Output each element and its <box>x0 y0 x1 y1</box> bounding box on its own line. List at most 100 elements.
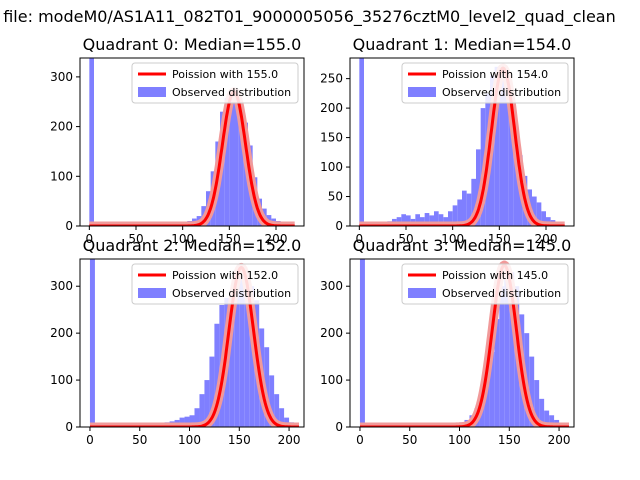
histogram-bar <box>359 259 365 427</box>
legend-box <box>131 263 299 305</box>
histogram-bar <box>484 375 490 427</box>
subplot-2: Quadrant 2: Median=152.0 0 50 100 150 200 0 10… <box>50 236 305 447</box>
y-tick-label: 100 <box>50 373 73 387</box>
histogram-bar <box>462 190 467 226</box>
x-tick-label: 100 <box>171 232 194 246</box>
subplot-0-title: Quadrant 0: Median=155.0 <box>83 35 302 54</box>
histogram-bar <box>209 356 215 427</box>
x-tick-label: 150 <box>228 433 251 447</box>
histogram-bar <box>199 394 205 427</box>
subplot-2-title: Quadrant 2: Median=152.0 <box>83 236 302 255</box>
y-tick-label: 0 <box>65 219 73 233</box>
histogram-bar <box>264 347 270 427</box>
x-tick-label: 200 <box>535 232 558 246</box>
legend-hist-label: Observed distribution <box>172 287 291 300</box>
legend-hist-label: Observed distribution <box>442 287 561 300</box>
histogram-bar <box>234 97 239 227</box>
y-tick-label: 150 <box>320 131 343 145</box>
histogram-bar <box>466 193 472 226</box>
y-tick-label: 300 <box>320 279 343 293</box>
legend-curve-label: Poission with 145.0 <box>442 269 548 282</box>
subplot-3-title: Quadrant 3: Median=145.0 <box>353 236 572 255</box>
histogram-bar <box>504 276 510 427</box>
histogram-bar <box>244 272 250 427</box>
x-tick-label: 100 <box>178 433 201 447</box>
y-tick-label: 300 <box>50 70 73 84</box>
histogram-bar <box>214 323 220 427</box>
histogram-bar <box>513 131 518 226</box>
histogram-bar <box>434 211 439 226</box>
histogram-bar <box>532 196 537 226</box>
x-tick-label: 200 <box>548 433 571 447</box>
histogram-bar <box>499 69 504 226</box>
y-tick-label: 200 <box>50 120 73 134</box>
histogram-bar <box>536 202 542 226</box>
histogram-bar <box>494 319 500 427</box>
axes-frame <box>349 57 575 227</box>
histogram-bar <box>401 214 406 226</box>
histogram-bar <box>471 178 476 226</box>
histogram-bar <box>544 410 550 427</box>
y-tick-label: 100 <box>50 169 73 183</box>
axes-frame <box>349 258 575 428</box>
x-tick-label: 50 <box>398 232 413 246</box>
x-tick-label: 150 <box>488 232 511 246</box>
histogram-bar <box>234 286 240 427</box>
legend-box <box>401 263 569 305</box>
x-tick-label: 0 <box>356 232 364 246</box>
y-tick-label: 200 <box>320 326 343 340</box>
histogram-bar <box>194 408 200 427</box>
y-tick-label: 200 <box>50 326 73 340</box>
x-tick-label: 50 <box>132 433 147 447</box>
histogram-bar <box>508 99 514 226</box>
histogram-bar <box>359 58 364 226</box>
x-tick-label: 50 <box>128 232 143 246</box>
x-tick-label: 200 <box>278 433 301 447</box>
legend-box <box>131 62 299 104</box>
x-tick-label: 200 <box>265 232 288 246</box>
histogram-bar <box>239 276 245 427</box>
x-tick-label: 150 <box>498 433 521 447</box>
subplot-0: Quadrant 0: Median=155.0 0 50 100 150 200 0 10… <box>50 35 305 246</box>
x-tick-label: 0 <box>86 433 94 447</box>
histogram-bar <box>269 375 275 427</box>
histogram-bar <box>448 211 453 226</box>
histogram-bar <box>204 380 210 427</box>
axes-frame <box>79 258 305 428</box>
legend-hist-swatch <box>138 288 166 298</box>
subplot-3: Quadrant 3: Median=145.0 0 50 100 150 200 0 10… <box>320 236 575 447</box>
poisson-curve <box>88 90 296 226</box>
y-tick-label: 50 <box>328 190 343 204</box>
histogram-bar <box>438 214 444 226</box>
histogram-bar <box>424 213 430 226</box>
histogram-bar <box>89 58 94 226</box>
histogram-bar <box>494 66 500 226</box>
histogram-bar <box>274 394 280 427</box>
histogram-bar <box>179 417 185 427</box>
histogram-bar <box>249 286 255 427</box>
x-tick-label: 50 <box>402 433 417 447</box>
histogram-bar <box>549 415 555 427</box>
histogram-bar <box>406 215 411 226</box>
histogram-bar <box>539 398 545 427</box>
histogram-bar <box>229 95 234 226</box>
legend-box <box>401 62 569 104</box>
histogram-bar <box>224 97 230 227</box>
histogram-bar <box>452 205 458 226</box>
y-tick-label: 300 <box>50 279 73 293</box>
histogram-bar <box>229 290 235 427</box>
axes-frame <box>79 57 305 227</box>
x-tick-label: 100 <box>448 433 471 447</box>
legend-hist-swatch <box>408 288 436 298</box>
y-tick-label: 100 <box>320 373 343 387</box>
histogram-bar <box>279 408 285 427</box>
legend-hist-label: Observed distribution <box>172 86 291 99</box>
legend-curve-label: Poission with 152.0 <box>172 269 278 282</box>
legend-curve-label: Poission with 155.0 <box>172 68 278 81</box>
histogram-bar <box>476 149 481 226</box>
histogram-bar <box>529 356 535 427</box>
histogram-bar <box>415 214 420 226</box>
x-tick-label: 100 <box>441 232 464 246</box>
subplot-1: Quadrant 1: Median=154.0 0 50 100 150 200 0 50… <box>320 35 575 246</box>
histogram-bar <box>429 215 434 226</box>
